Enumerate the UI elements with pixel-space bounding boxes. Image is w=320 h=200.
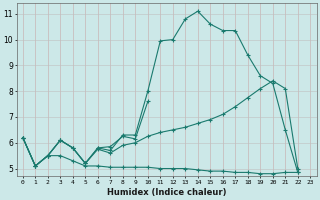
- X-axis label: Humidex (Indice chaleur): Humidex (Indice chaleur): [107, 188, 226, 197]
